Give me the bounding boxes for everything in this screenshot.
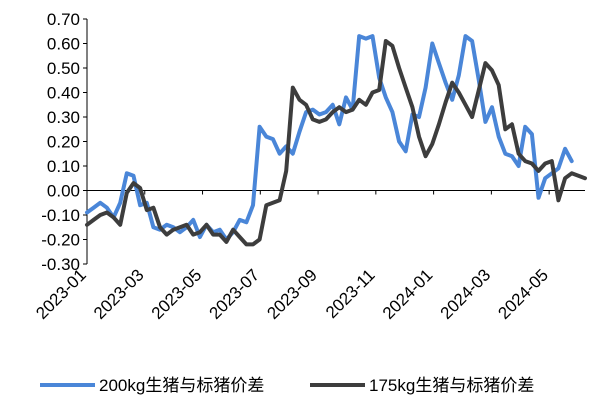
x-tick-label: 2023-07 — [206, 265, 264, 323]
y-axis-ticks: 0.70 0.60 0.50 0.40 0.30 0.20 0.10 0.00 -0.10 -0.… — [41, 10, 87, 274]
legend-label: 175kg生猪与标猪价差 — [369, 376, 534, 395]
x-tick-label: 2023-05 — [148, 265, 206, 323]
x-tick-label: 2023-03 — [90, 265, 148, 323]
series-line-2 — [85, 39, 587, 247]
x-tick-label: 2023-01 — [32, 265, 90, 323]
y-tick-label: 0.00 — [47, 182, 80, 201]
x-tick-label: 2024-03 — [437, 265, 495, 323]
y-tick-label: 0.60 — [47, 35, 80, 54]
x-tick-label: 2023-11 — [322, 265, 379, 322]
x-tick-label: 2023-09 — [263, 265, 321, 323]
x-tick-label: 2024-05 — [494, 265, 552, 323]
y-tick-label: -0.20 — [41, 231, 80, 250]
y-tick-label: -0.30 — [41, 255, 80, 274]
y-tick-label: 0.40 — [47, 84, 80, 103]
legend-label: 200kg生猪与标猪价差 — [99, 376, 264, 395]
y-tick-label: -0.10 — [41, 206, 80, 225]
series-group — [85, 34, 587, 247]
legend: 200kg生猪与标猪价差 175kg生猪与标猪价差 — [40, 376, 534, 395]
y-tick-label: 0.50 — [47, 59, 80, 78]
x-tick-label: 2024-01 — [379, 265, 437, 323]
y-tick-label: 0.10 — [47, 157, 80, 176]
series-line-1 — [85, 34, 574, 242]
y-tick-label: 0.70 — [47, 10, 80, 29]
y-tick-label: 0.20 — [47, 133, 80, 152]
y-tick-label: 0.30 — [47, 108, 80, 127]
